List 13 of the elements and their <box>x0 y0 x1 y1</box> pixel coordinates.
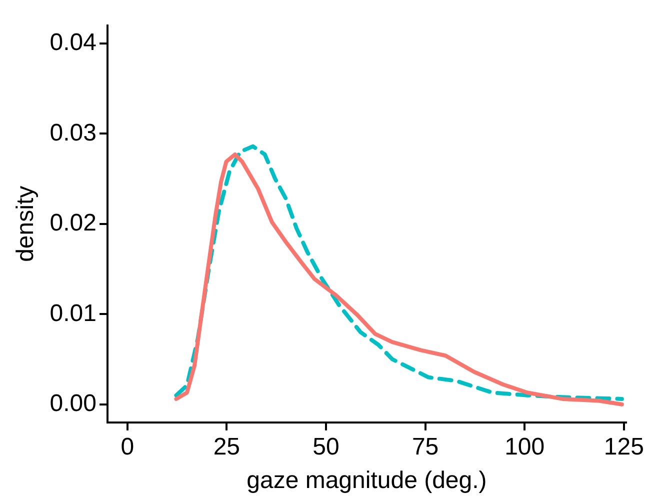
x-tick-label: 0 <box>120 433 134 460</box>
x-tick-label: 75 <box>412 433 439 460</box>
x-axis-title: gaze magnitude (deg.) <box>246 467 487 494</box>
x-tick-label: 125 <box>604 433 644 460</box>
y-tick-label: 0.01 <box>50 300 97 327</box>
x-tick-label: 50 <box>312 433 340 460</box>
y-tick-label: 0.02 <box>50 210 97 237</box>
y-axis-title: density <box>12 186 40 262</box>
x-tick-label: 25 <box>213 433 240 460</box>
x-tick-label: 100 <box>504 433 545 460</box>
y-tick-label: 0.03 <box>50 119 97 146</box>
y-tick-label: 0.00 <box>50 390 97 417</box>
y-tick-label: 0.04 <box>50 29 97 56</box>
